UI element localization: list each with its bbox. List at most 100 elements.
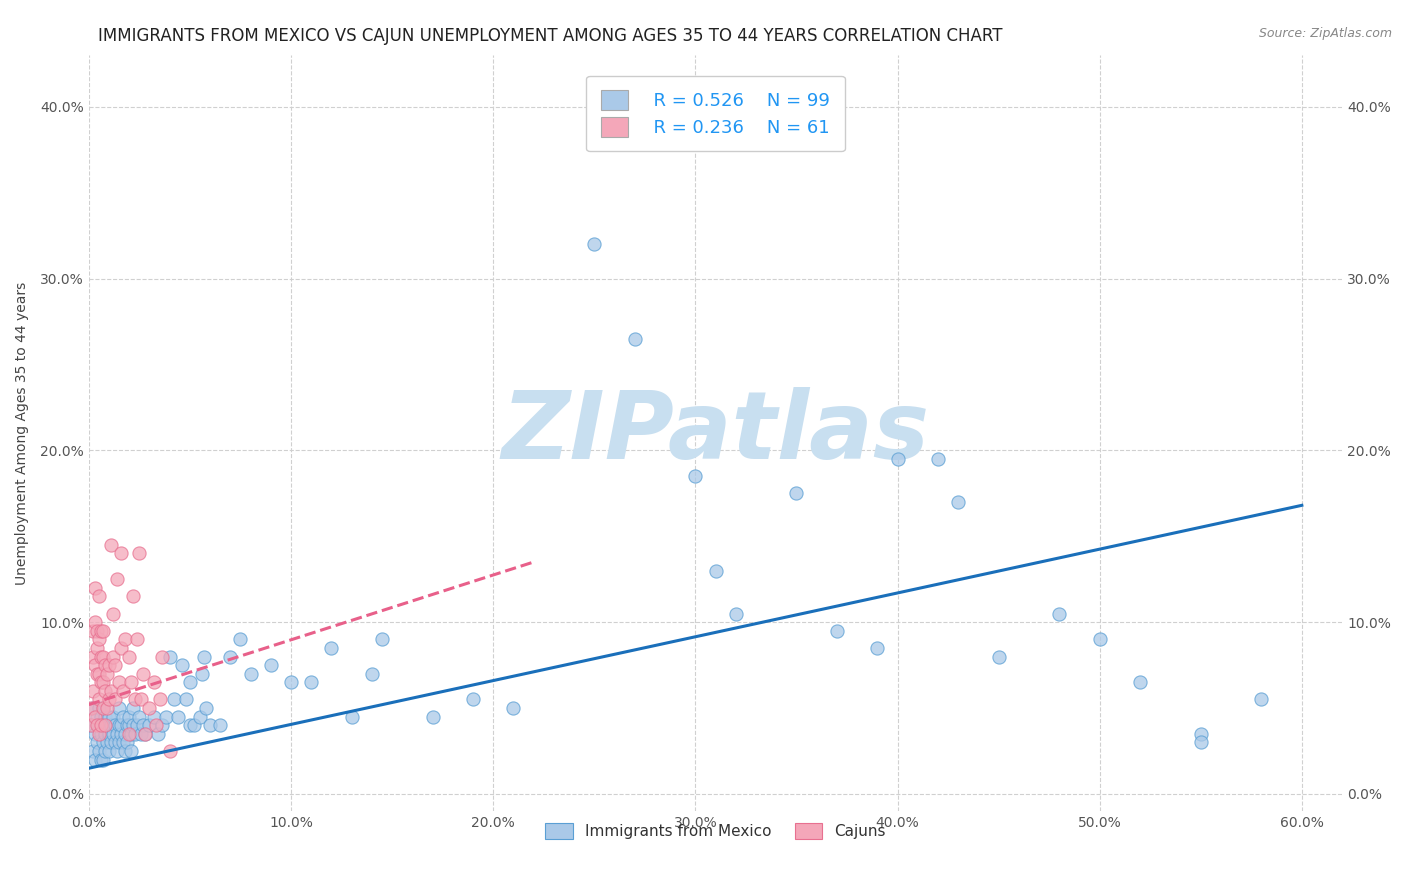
Point bbox=[360, 666, 382, 681]
Point bbox=[100, 538, 122, 552]
Point bbox=[108, 675, 131, 690]
Point bbox=[110, 727, 132, 741]
Point bbox=[785, 486, 807, 500]
Point bbox=[96, 735, 118, 749]
Point bbox=[91, 718, 114, 732]
Point bbox=[94, 718, 117, 732]
Point bbox=[150, 649, 173, 664]
Point bbox=[371, 632, 394, 647]
Point bbox=[86, 718, 108, 732]
Point bbox=[94, 658, 117, 673]
Point bbox=[91, 624, 114, 638]
Point bbox=[96, 666, 118, 681]
Point bbox=[82, 624, 104, 638]
Point bbox=[105, 727, 128, 741]
Point bbox=[179, 675, 201, 690]
Point bbox=[120, 744, 142, 758]
Point bbox=[422, 709, 444, 723]
Point bbox=[179, 718, 201, 732]
Point bbox=[112, 735, 135, 749]
Point bbox=[1088, 632, 1111, 647]
Point bbox=[134, 727, 156, 741]
Point bbox=[127, 718, 149, 732]
Point bbox=[987, 649, 1010, 664]
Point bbox=[98, 709, 121, 723]
Point bbox=[91, 649, 114, 664]
Point bbox=[461, 692, 484, 706]
Point bbox=[82, 744, 104, 758]
Point bbox=[110, 718, 132, 732]
Point bbox=[108, 701, 131, 715]
Point bbox=[84, 753, 107, 767]
Point bbox=[101, 607, 124, 621]
Point bbox=[90, 709, 112, 723]
Point bbox=[96, 718, 118, 732]
Point bbox=[131, 692, 153, 706]
Text: ZIPatlas: ZIPatlas bbox=[502, 387, 929, 479]
Point bbox=[101, 727, 124, 741]
Point bbox=[90, 649, 112, 664]
Point bbox=[84, 709, 107, 723]
Point bbox=[91, 675, 114, 690]
Point bbox=[96, 701, 118, 715]
Point bbox=[91, 701, 114, 715]
Point bbox=[142, 675, 165, 690]
Point bbox=[94, 727, 117, 741]
Point bbox=[104, 658, 127, 673]
Point bbox=[198, 718, 221, 732]
Point bbox=[260, 658, 283, 673]
Point bbox=[82, 649, 104, 664]
Point bbox=[98, 658, 121, 673]
Point bbox=[100, 735, 122, 749]
Point bbox=[87, 692, 110, 706]
Point bbox=[142, 709, 165, 723]
Point bbox=[174, 692, 197, 706]
Point bbox=[128, 546, 150, 560]
Point bbox=[100, 684, 122, 698]
Point bbox=[825, 624, 848, 638]
Point bbox=[118, 718, 141, 732]
Point bbox=[623, 332, 645, 346]
Point bbox=[91, 735, 114, 749]
Point bbox=[94, 709, 117, 723]
Point bbox=[87, 632, 110, 647]
Point bbox=[170, 658, 193, 673]
Point bbox=[108, 718, 131, 732]
Point bbox=[155, 709, 177, 723]
Point bbox=[110, 640, 132, 655]
Point bbox=[195, 701, 218, 715]
Point bbox=[98, 692, 121, 706]
Point bbox=[149, 692, 172, 706]
Point bbox=[280, 675, 302, 690]
Point bbox=[134, 727, 156, 741]
Point bbox=[87, 701, 110, 715]
Point bbox=[84, 658, 107, 673]
Point bbox=[87, 718, 110, 732]
Point bbox=[128, 709, 150, 723]
Point bbox=[87, 590, 110, 604]
Point bbox=[685, 469, 707, 483]
Point bbox=[87, 666, 110, 681]
Point bbox=[704, 564, 727, 578]
Point bbox=[124, 727, 146, 741]
Point bbox=[502, 701, 524, 715]
Point bbox=[105, 572, 128, 586]
Point bbox=[87, 744, 110, 758]
Point bbox=[112, 709, 135, 723]
Point bbox=[183, 718, 205, 732]
Point bbox=[340, 709, 363, 723]
Point bbox=[84, 581, 107, 595]
Point bbox=[80, 701, 103, 715]
Point bbox=[193, 649, 215, 664]
Point bbox=[98, 744, 121, 758]
Point bbox=[104, 692, 127, 706]
Point bbox=[117, 718, 139, 732]
Point bbox=[94, 744, 117, 758]
Point bbox=[87, 727, 110, 741]
Point bbox=[209, 718, 232, 732]
Point bbox=[122, 590, 145, 604]
Point bbox=[84, 727, 107, 741]
Point bbox=[80, 718, 103, 732]
Point bbox=[120, 675, 142, 690]
Point bbox=[122, 701, 145, 715]
